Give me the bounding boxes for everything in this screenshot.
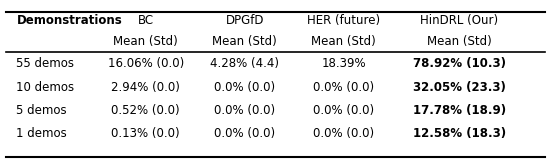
Text: 0.13% (0.0): 0.13% (0.0) — [112, 127, 180, 140]
Text: 2.94% (0.0): 2.94% (0.0) — [111, 81, 180, 93]
Text: Mean (Std): Mean (Std) — [113, 35, 178, 48]
Text: 1 demos: 1 demos — [16, 127, 67, 140]
Text: 0.0% (0.0): 0.0% (0.0) — [313, 81, 375, 93]
Text: 16.06% (0.0): 16.06% (0.0) — [108, 57, 184, 70]
Text: 0.0% (0.0): 0.0% (0.0) — [313, 127, 375, 140]
Text: 10 demos: 10 demos — [16, 81, 75, 93]
Text: 78.92% (10.3): 78.92% (10.3) — [412, 57, 506, 70]
Text: 0.0% (0.0): 0.0% (0.0) — [214, 104, 276, 117]
Text: Demonstrations: Demonstrations — [16, 14, 122, 27]
Text: 0.52% (0.0): 0.52% (0.0) — [112, 104, 180, 117]
Text: Mean (Std): Mean (Std) — [311, 35, 376, 48]
Text: HER (future): HER (future) — [307, 14, 380, 27]
Text: 32.05% (23.3): 32.05% (23.3) — [413, 81, 505, 93]
Text: Mean (Std): Mean (Std) — [212, 35, 277, 48]
Text: 0.0% (0.0): 0.0% (0.0) — [313, 104, 375, 117]
Text: 17.78% (18.9): 17.78% (18.9) — [412, 104, 506, 117]
Text: BC: BC — [138, 14, 154, 27]
Text: 18.39%: 18.39% — [321, 57, 366, 70]
Text: Mean (Std): Mean (Std) — [427, 35, 492, 48]
Text: 4.28% (4.4): 4.28% (4.4) — [210, 57, 279, 70]
Text: DPGfD: DPGfD — [226, 14, 264, 27]
Text: 0.0% (0.0): 0.0% (0.0) — [214, 81, 276, 93]
Text: 5 demos: 5 demos — [16, 104, 67, 117]
Text: 12.58% (18.3): 12.58% (18.3) — [412, 127, 506, 140]
Text: 55 demos: 55 demos — [16, 57, 74, 70]
Text: HinDRL (Our): HinDRL (Our) — [420, 14, 498, 27]
Text: 0.0% (0.0): 0.0% (0.0) — [214, 127, 276, 140]
